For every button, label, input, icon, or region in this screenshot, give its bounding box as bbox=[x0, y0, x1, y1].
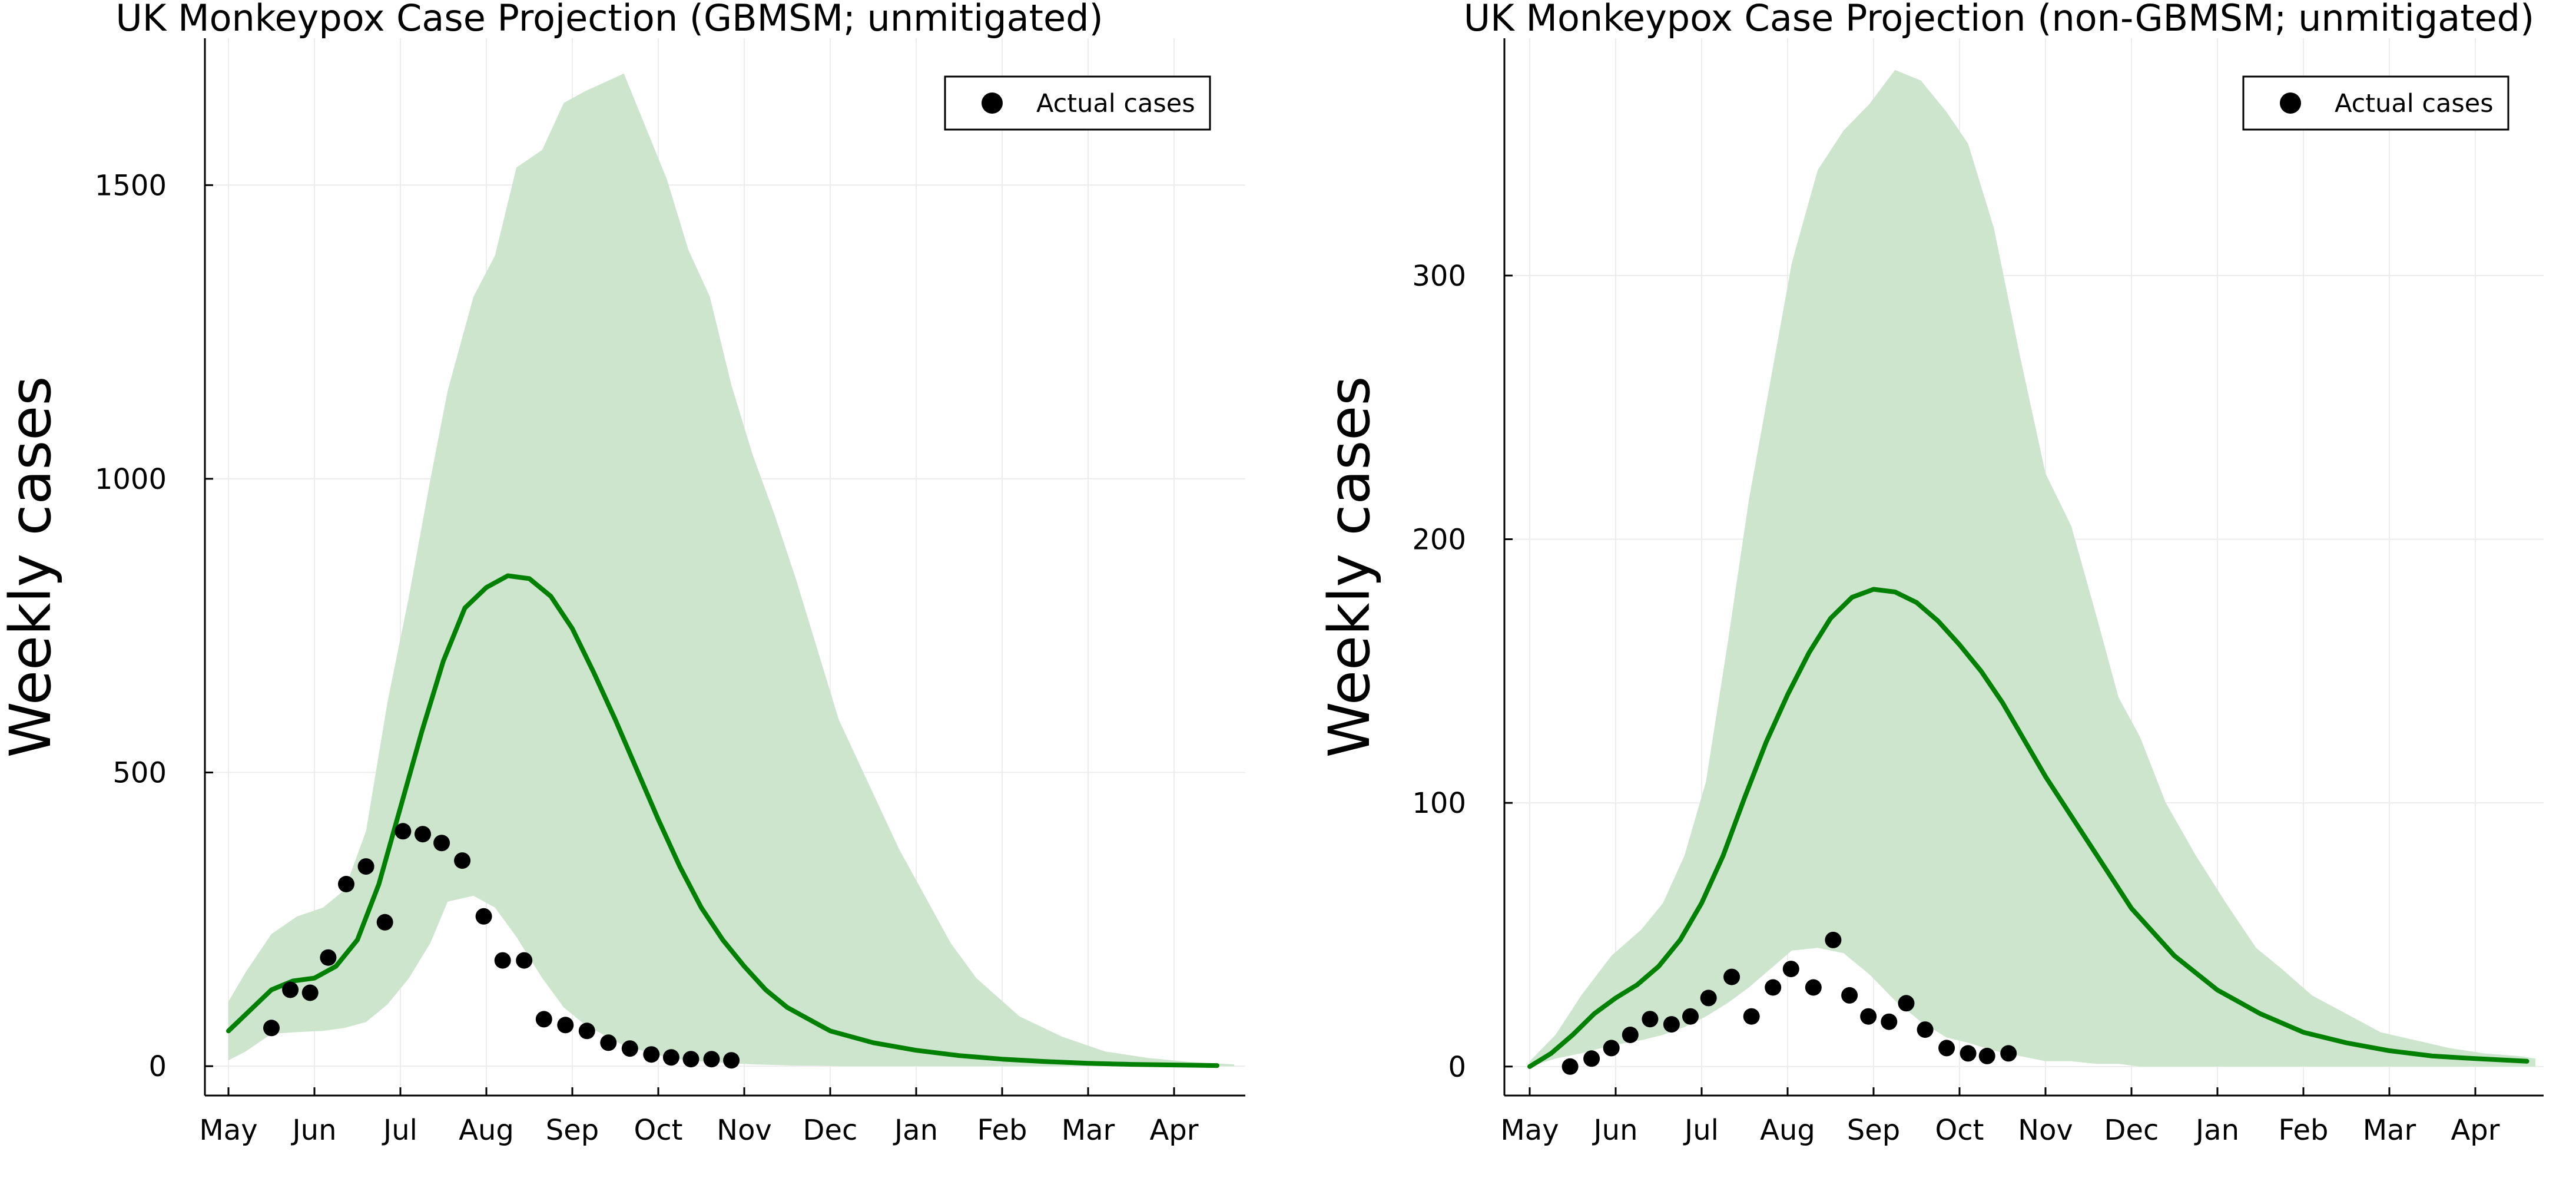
actual-case-point bbox=[1938, 1040, 1955, 1057]
legend-label: Actual cases bbox=[1036, 89, 1195, 118]
actual-case-point bbox=[1860, 1008, 1877, 1025]
x-tick-label: Mar bbox=[2363, 1114, 2416, 1147]
y-tick-label: 300 bbox=[1412, 260, 1466, 293]
actual-case-point bbox=[475, 908, 492, 925]
actual-case-point bbox=[1841, 987, 1858, 1004]
x-tick-label: Nov bbox=[2018, 1114, 2073, 1147]
chart-non-gbmsm: May Jun Jul Aug Sep Oct Nov Dec Jan Feb Mar Apr 0 100… bbox=[1317, 0, 2544, 1147]
x-tick-label: Nov bbox=[717, 1114, 772, 1147]
actual-case-point bbox=[282, 981, 299, 998]
y-tick-label: 1000 bbox=[95, 463, 167, 496]
chart-gbmsm: May Jun Jul Aug Sep Oct Nov Dec Jan Feb Mar Apr 0 500… bbox=[0, 0, 1245, 1147]
actual-case-point bbox=[1583, 1050, 1600, 1067]
chart-title: UK Monkeypox Case Projection (GBMSM; unm… bbox=[115, 0, 1103, 39]
actual-case-point bbox=[535, 1011, 552, 1028]
actual-case-point bbox=[263, 1020, 280, 1037]
x-tick-label: Jun bbox=[1592, 1114, 1638, 1147]
x-tick-label: Apr bbox=[2451, 1114, 2499, 1147]
projection-band bbox=[1530, 70, 2536, 1067]
x-tick-label: Dec bbox=[803, 1114, 858, 1147]
actual-case-point bbox=[1682, 1008, 1699, 1025]
actual-case-point bbox=[578, 1023, 595, 1040]
projection-line bbox=[226, 573, 1219, 1068]
actual-case-point bbox=[1603, 1040, 1620, 1057]
y-tick-label: 0 bbox=[148, 1050, 167, 1083]
legend-label: Actual cases bbox=[2335, 89, 2494, 118]
actual-case-point bbox=[1805, 979, 1822, 996]
x-tick-label: May bbox=[1500, 1114, 1559, 1147]
actual-case-point bbox=[703, 1051, 720, 1068]
actual-case-point bbox=[662, 1049, 679, 1066]
actual-case-point bbox=[643, 1046, 660, 1063]
x-tick-label: Jul bbox=[382, 1114, 417, 1147]
actual-case-point bbox=[1881, 1013, 1898, 1030]
x-tick-label: Jan bbox=[2194, 1114, 2239, 1147]
x-tick-label: Jul bbox=[1683, 1114, 1719, 1147]
y-tick-label: 100 bbox=[1412, 787, 1466, 820]
actual-case-point bbox=[1723, 968, 1740, 985]
actual-case-point bbox=[1978, 1047, 1995, 1064]
actual-case-point bbox=[621, 1040, 638, 1057]
actual-case-point bbox=[1765, 979, 1782, 996]
x-tick-label: Oct bbox=[634, 1114, 683, 1147]
actual-case-point bbox=[338, 876, 354, 892]
y-tick-label: 200 bbox=[1412, 523, 1466, 556]
actual-case-point bbox=[1898, 995, 1915, 1012]
x-tick-label: Apr bbox=[1149, 1114, 1198, 1147]
actual-case-point bbox=[1782, 961, 1799, 978]
actual-case-point bbox=[433, 835, 450, 852]
x-tick-label: Sep bbox=[546, 1114, 599, 1147]
actual-case-point bbox=[494, 952, 511, 969]
actual-case-point bbox=[415, 826, 431, 843]
x-tick-label: Feb bbox=[977, 1114, 1027, 1147]
x-tick-label: Mar bbox=[1062, 1114, 1115, 1147]
y-axis-label: Weekly cases bbox=[0, 376, 64, 758]
projection-line bbox=[1527, 587, 2529, 1069]
projection-band bbox=[228, 73, 1235, 1067]
x-tick-label: Oct bbox=[1935, 1114, 1984, 1147]
actual-case-point bbox=[1561, 1058, 1579, 1075]
x-tick-label: Jan bbox=[893, 1114, 938, 1147]
actual-case-point bbox=[600, 1034, 617, 1051]
actual-case-point bbox=[301, 984, 319, 1001]
actual-case-point bbox=[516, 952, 533, 969]
x-tick-label: Dec bbox=[2104, 1114, 2159, 1147]
actual-case-point bbox=[1960, 1045, 1977, 1062]
x-tick-label: Aug bbox=[459, 1114, 514, 1147]
actual-case-point bbox=[394, 823, 412, 840]
actual-case-point bbox=[1642, 1011, 1659, 1028]
actual-case-point bbox=[723, 1052, 740, 1069]
actual-case-point bbox=[1663, 1016, 1680, 1033]
y-tick-label: 0 bbox=[1448, 1051, 1466, 1084]
actual-case-point bbox=[682, 1051, 699, 1068]
x-tick-label: Jun bbox=[291, 1114, 337, 1147]
actual-case-point bbox=[1743, 1008, 1760, 1025]
legend-marker bbox=[2280, 92, 2301, 114]
y-tick-label: 500 bbox=[112, 757, 167, 790]
actual-case-point bbox=[357, 858, 374, 875]
x-tick-label: May bbox=[199, 1114, 257, 1147]
actual-case-point bbox=[2000, 1045, 2017, 1062]
actual-case-point bbox=[454, 852, 471, 869]
actual-case-point bbox=[1700, 990, 1717, 1007]
y-tick-label: 1500 bbox=[95, 169, 167, 202]
chart-title: UK Monkeypox Case Projection (non-GBMSM;… bbox=[1464, 0, 2534, 39]
actual-case-point bbox=[1622, 1027, 1639, 1043]
legend-marker bbox=[982, 92, 1003, 114]
y-axis-label: Weekly cases bbox=[1317, 376, 1383, 758]
x-tick-label: Feb bbox=[2279, 1114, 2329, 1147]
actual-case-point bbox=[320, 949, 337, 966]
x-tick-label: Aug bbox=[1760, 1114, 1815, 1147]
x-tick-label: Sep bbox=[1847, 1114, 1900, 1147]
actual-case-point bbox=[1825, 931, 1842, 948]
actual-case-point bbox=[557, 1017, 574, 1034]
actual-case-point bbox=[376, 914, 393, 931]
actual-case-point bbox=[1917, 1021, 1934, 1038]
